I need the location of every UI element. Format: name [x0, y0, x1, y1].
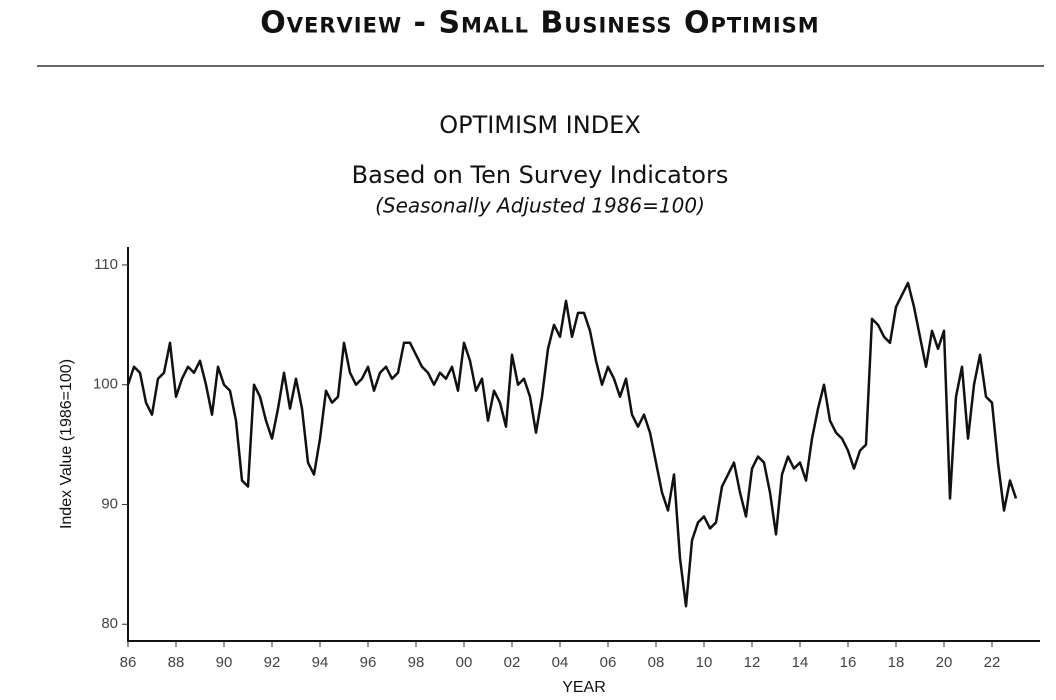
chart-title: OPTIMISM INDEX	[439, 111, 641, 139]
x-tick-label: 04	[552, 654, 569, 671]
x-tick-label: 08	[648, 654, 665, 671]
y-axis-label: Index Value (1986=100)	[58, 359, 75, 529]
x-tick-label: 18	[888, 654, 905, 671]
x-tick-label: 98	[408, 654, 425, 671]
x-tick-label: 16	[840, 654, 857, 671]
y-tick-label: 110	[94, 256, 118, 273]
x-tick-label: 20	[936, 654, 953, 671]
chart-subtitle: Based on Ten Survey Indicators	[352, 161, 729, 189]
x-axis-label: YEAR	[562, 679, 606, 696]
x-tick-label: 22	[984, 654, 1001, 671]
x-tick-label: 00	[456, 654, 473, 671]
x-tick-label: 96	[360, 654, 377, 671]
line-series	[126, 281, 1018, 608]
x-tick-label: 14	[792, 654, 809, 671]
x-tick-label: 02	[504, 654, 521, 671]
x-tick-label: 10	[696, 654, 713, 671]
y-tick-label: 90	[101, 495, 118, 512]
x-tick-label: 12	[744, 654, 761, 671]
x-tick-label: 06	[600, 654, 617, 671]
x-tick-label: 90	[216, 654, 233, 671]
x-tick-label: 88	[168, 654, 185, 671]
page-title: Overview - Small Business Optimism	[260, 6, 819, 41]
x-tick-label: 94	[312, 654, 329, 671]
x-tick-label: 86	[120, 654, 137, 671]
chart-note: (Seasonally Adjusted 1986=100)	[375, 194, 705, 218]
y-tick-label: 100	[93, 376, 118, 393]
x-tick-label: 92	[264, 654, 281, 671]
y-tick-label: 80	[101, 615, 118, 632]
